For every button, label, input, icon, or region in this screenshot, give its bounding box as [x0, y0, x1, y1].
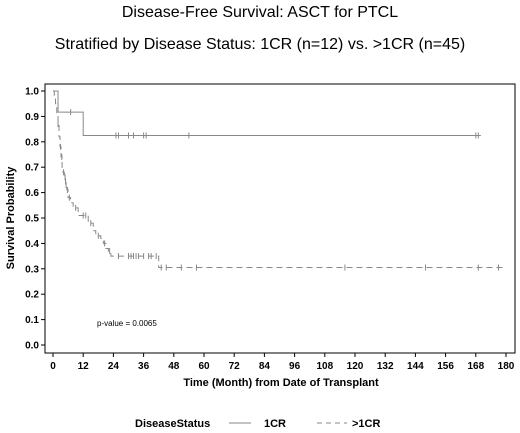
x-tick-label: 96: [289, 361, 301, 372]
x-tick-label: 120: [347, 361, 364, 372]
x-tick-label: 168: [467, 361, 484, 372]
x-tick-label: 180: [498, 361, 515, 372]
x-tick-label: 144: [407, 361, 424, 372]
y-tick-label: 0.7: [25, 163, 39, 174]
x-tick-label: 12: [78, 361, 90, 372]
legend: DiseaseStatus 1CR >1CR: [135, 418, 380, 430]
legend-label-gt1cr: >1CR: [352, 418, 380, 430]
plot-area: [53, 90, 504, 271]
chart-title: Disease-Free Survival: ASCT for PTCL: [121, 4, 399, 21]
x-tick-label: 60: [198, 361, 210, 372]
legend-title: DiseaseStatus: [135, 418, 210, 430]
y-tick-label: 0.2: [25, 290, 39, 301]
chart-subtitle: Stratified by Disease Status: 1CR (n=12)…: [54, 36, 466, 53]
x-tick-label: 72: [229, 361, 241, 372]
x-tick-label: 24: [108, 361, 120, 372]
y-axis-label: Survival Probability: [5, 166, 17, 270]
x-axis: 0 12 24 36 48 60 72 84 96 108 120 132 144 156 168 180: [50, 353, 515, 372]
series-line-1cr: [53, 90, 481, 136]
y-tick-label: 0.3: [25, 264, 39, 275]
x-tick-label: 48: [168, 361, 180, 372]
series-line-gt1cr: [53, 90, 504, 269]
legend-label-1cr: 1CR: [264, 418, 286, 430]
y-tick-label: 0.5: [25, 214, 39, 225]
y-tick-label: 0.8: [25, 137, 39, 148]
y-tick-label: 0.0: [25, 341, 39, 352]
x-tick-label: 36: [138, 361, 150, 372]
y-axis: 0.0 0.1 0.2 0.3 0.4 0.5 0.6 0.7 0.8 0.9 1.0: [25, 87, 45, 352]
x-tick-label: 0: [50, 361, 56, 372]
x-tick-label: 84: [259, 361, 271, 372]
p-value-annotation: p-value = 0.0065: [97, 319, 157, 328]
x-tick-label: 156: [437, 361, 454, 372]
y-tick-label: 0.9: [25, 112, 39, 123]
x-tick-label: 132: [377, 361, 394, 372]
y-tick-label: 0.6: [25, 188, 39, 199]
y-tick-label: 1.0: [25, 87, 39, 98]
x-axis-label: Time (Month) from Date of Transplant: [183, 377, 379, 389]
y-tick-label: 0.1: [25, 315, 39, 326]
y-tick-label: 0.4: [25, 239, 39, 250]
plot-frame: [44, 83, 516, 354]
x-tick-label: 108: [316, 361, 333, 372]
